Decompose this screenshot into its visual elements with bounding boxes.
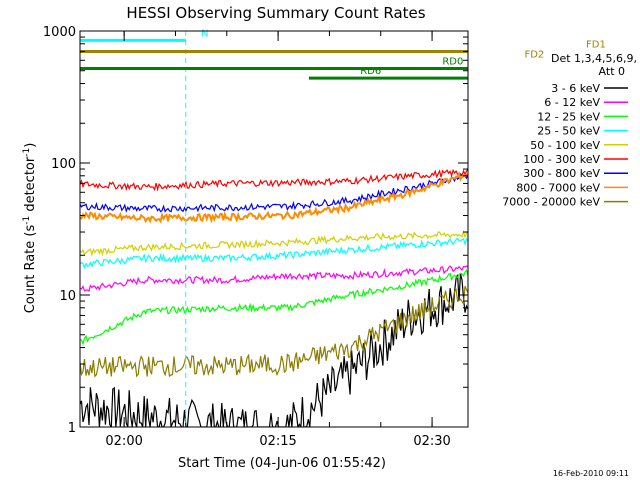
x-axis-label: Start Time (04-Jun-06 01:55:42) [178, 456, 386, 471]
series-line-5 [80, 229, 468, 257]
flag-label-n: N [201, 28, 208, 39]
series-line-7 [80, 173, 468, 213]
legend-header-detectors: Det 1,3,4,5,6,9, [551, 52, 637, 65]
legend-label-7: 300 - 800 keV [523, 167, 600, 180]
timestamp: 16-Feb-2010 09:11 [553, 469, 629, 478]
series-line-9 [80, 286, 468, 378]
plot-inner [80, 31, 468, 427]
y-tick-label: 1000 [43, 25, 76, 40]
x-tick-label: 02:30 [413, 434, 450, 449]
y-tick-label: 10 [59, 289, 76, 304]
x-tick-label: 02:15 [259, 434, 296, 449]
legend-label-1: 3 - 6 keV [551, 82, 600, 95]
legend-label-6: 100 - 300 keV [523, 153, 600, 166]
series-line-8 [80, 170, 468, 224]
legend-label-4: 25 - 50 keV [537, 125, 600, 138]
flag-label-rd0: RD0 [442, 56, 463, 67]
legend-label-8: 800 - 7000 keV [516, 181, 600, 194]
legend-label-5: 50 - 100 keV [530, 139, 600, 152]
y-axis-label: Count Rate (s-1 detector-1) [22, 143, 38, 314]
legend-header-attenuator: Att 0 [599, 65, 625, 78]
x-tick-label: 02:00 [105, 434, 142, 449]
legend-label-9: 7000 - 20000 keV [502, 196, 600, 209]
chart-title: HESSI Observing Summary Count Rates [126, 4, 425, 22]
legend-label-3: 12 - 25 keV [537, 110, 600, 123]
series-line-6 [80, 168, 468, 192]
series-line-3 [80, 268, 468, 346]
flag-label-rd6: RD6 [360, 66, 381, 77]
series-line-1 [80, 273, 468, 427]
flag-label-fd1: FD1 [586, 39, 606, 50]
y-tick-label: 100 [51, 157, 76, 172]
plot-area: N FD1 FD2 RD0 RD6 1 10 100 1000 02:00 02:15 02:30 [43, 25, 606, 449]
series-line-2 [80, 265, 468, 292]
y-tick-label: 1 [68, 421, 76, 436]
flag-label-fd2: FD2 [524, 50, 544, 61]
legend-label-2: 6 - 12 keV [544, 96, 600, 109]
plot-frame [79, 30, 469, 428]
series-line-4 [80, 237, 468, 270]
